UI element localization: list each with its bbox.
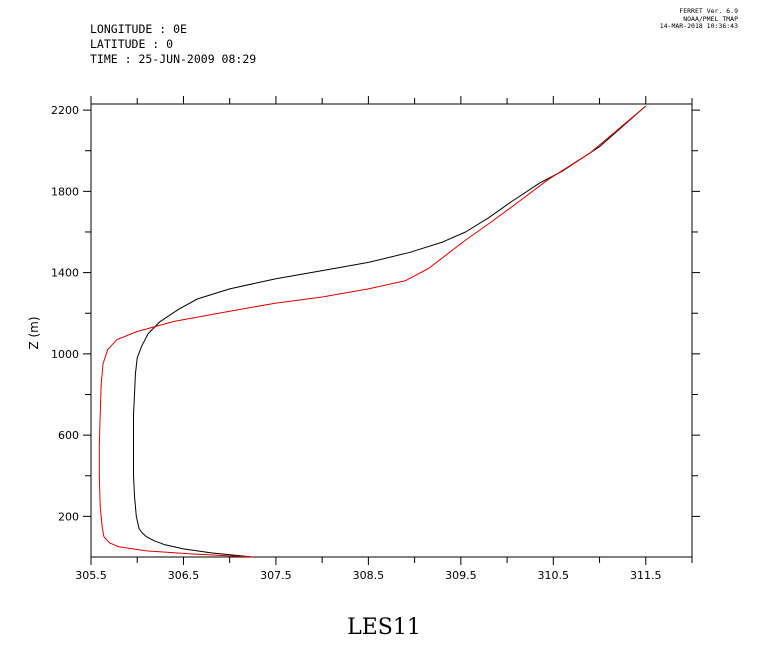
time-label: TIME : 25-JUN-2009 08:29 [90, 52, 257, 66]
series-layer [98, 105, 647, 558]
latitude-label: LATITUDE : 0 [90, 37, 174, 51]
axes: 305.5 306.5 307.5 308.5 309.5 310.5 311.5 200 60… [51, 96, 700, 582]
y-tick-label: 200 [58, 510, 79, 523]
plot-caption: LES11 [347, 615, 421, 640]
y-tick-label: 1000 [51, 348, 79, 361]
header-info: LONGITUDE : 0E LATITUDE : 0 TIME : 25-JU… [90, 22, 256, 67]
plot-frame [90, 103, 693, 558]
y-tick-label: 1400 [51, 267, 79, 280]
ferret-org: NOAA/PMEL TMAP [683, 14, 738, 23]
x-tick-label: 305.5 [75, 569, 107, 582]
y-tick-label: 600 [58, 429, 79, 442]
x-tick-label: 309.5 [445, 569, 477, 582]
ferret-stamp: FERRET Ver. 6.9 NOAA/PMEL TMAP 14-MAR-20… [659, 7, 738, 31]
series-line-1 [133, 105, 647, 558]
y-axis-label: Z (m) [27, 316, 41, 349]
x-tick-label: 311.5 [630, 569, 662, 582]
x-tick-label: 308.5 [353, 569, 385, 582]
x-tick-label: 307.5 [260, 569, 292, 582]
x-tick-label: 310.5 [538, 569, 570, 582]
ferret-version: FERRET Ver. 6.9 [679, 7, 738, 15]
longitude-label: LONGITUDE : 0E [90, 22, 187, 36]
y-tick-label: 1800 [51, 185, 79, 198]
y-tick-label: 2200 [51, 104, 79, 117]
x-tick-label: 306.5 [168, 569, 200, 582]
series-line-2 [98, 105, 647, 558]
ferret-date: 14-MAR-2018 10:36:43 [659, 22, 738, 30]
